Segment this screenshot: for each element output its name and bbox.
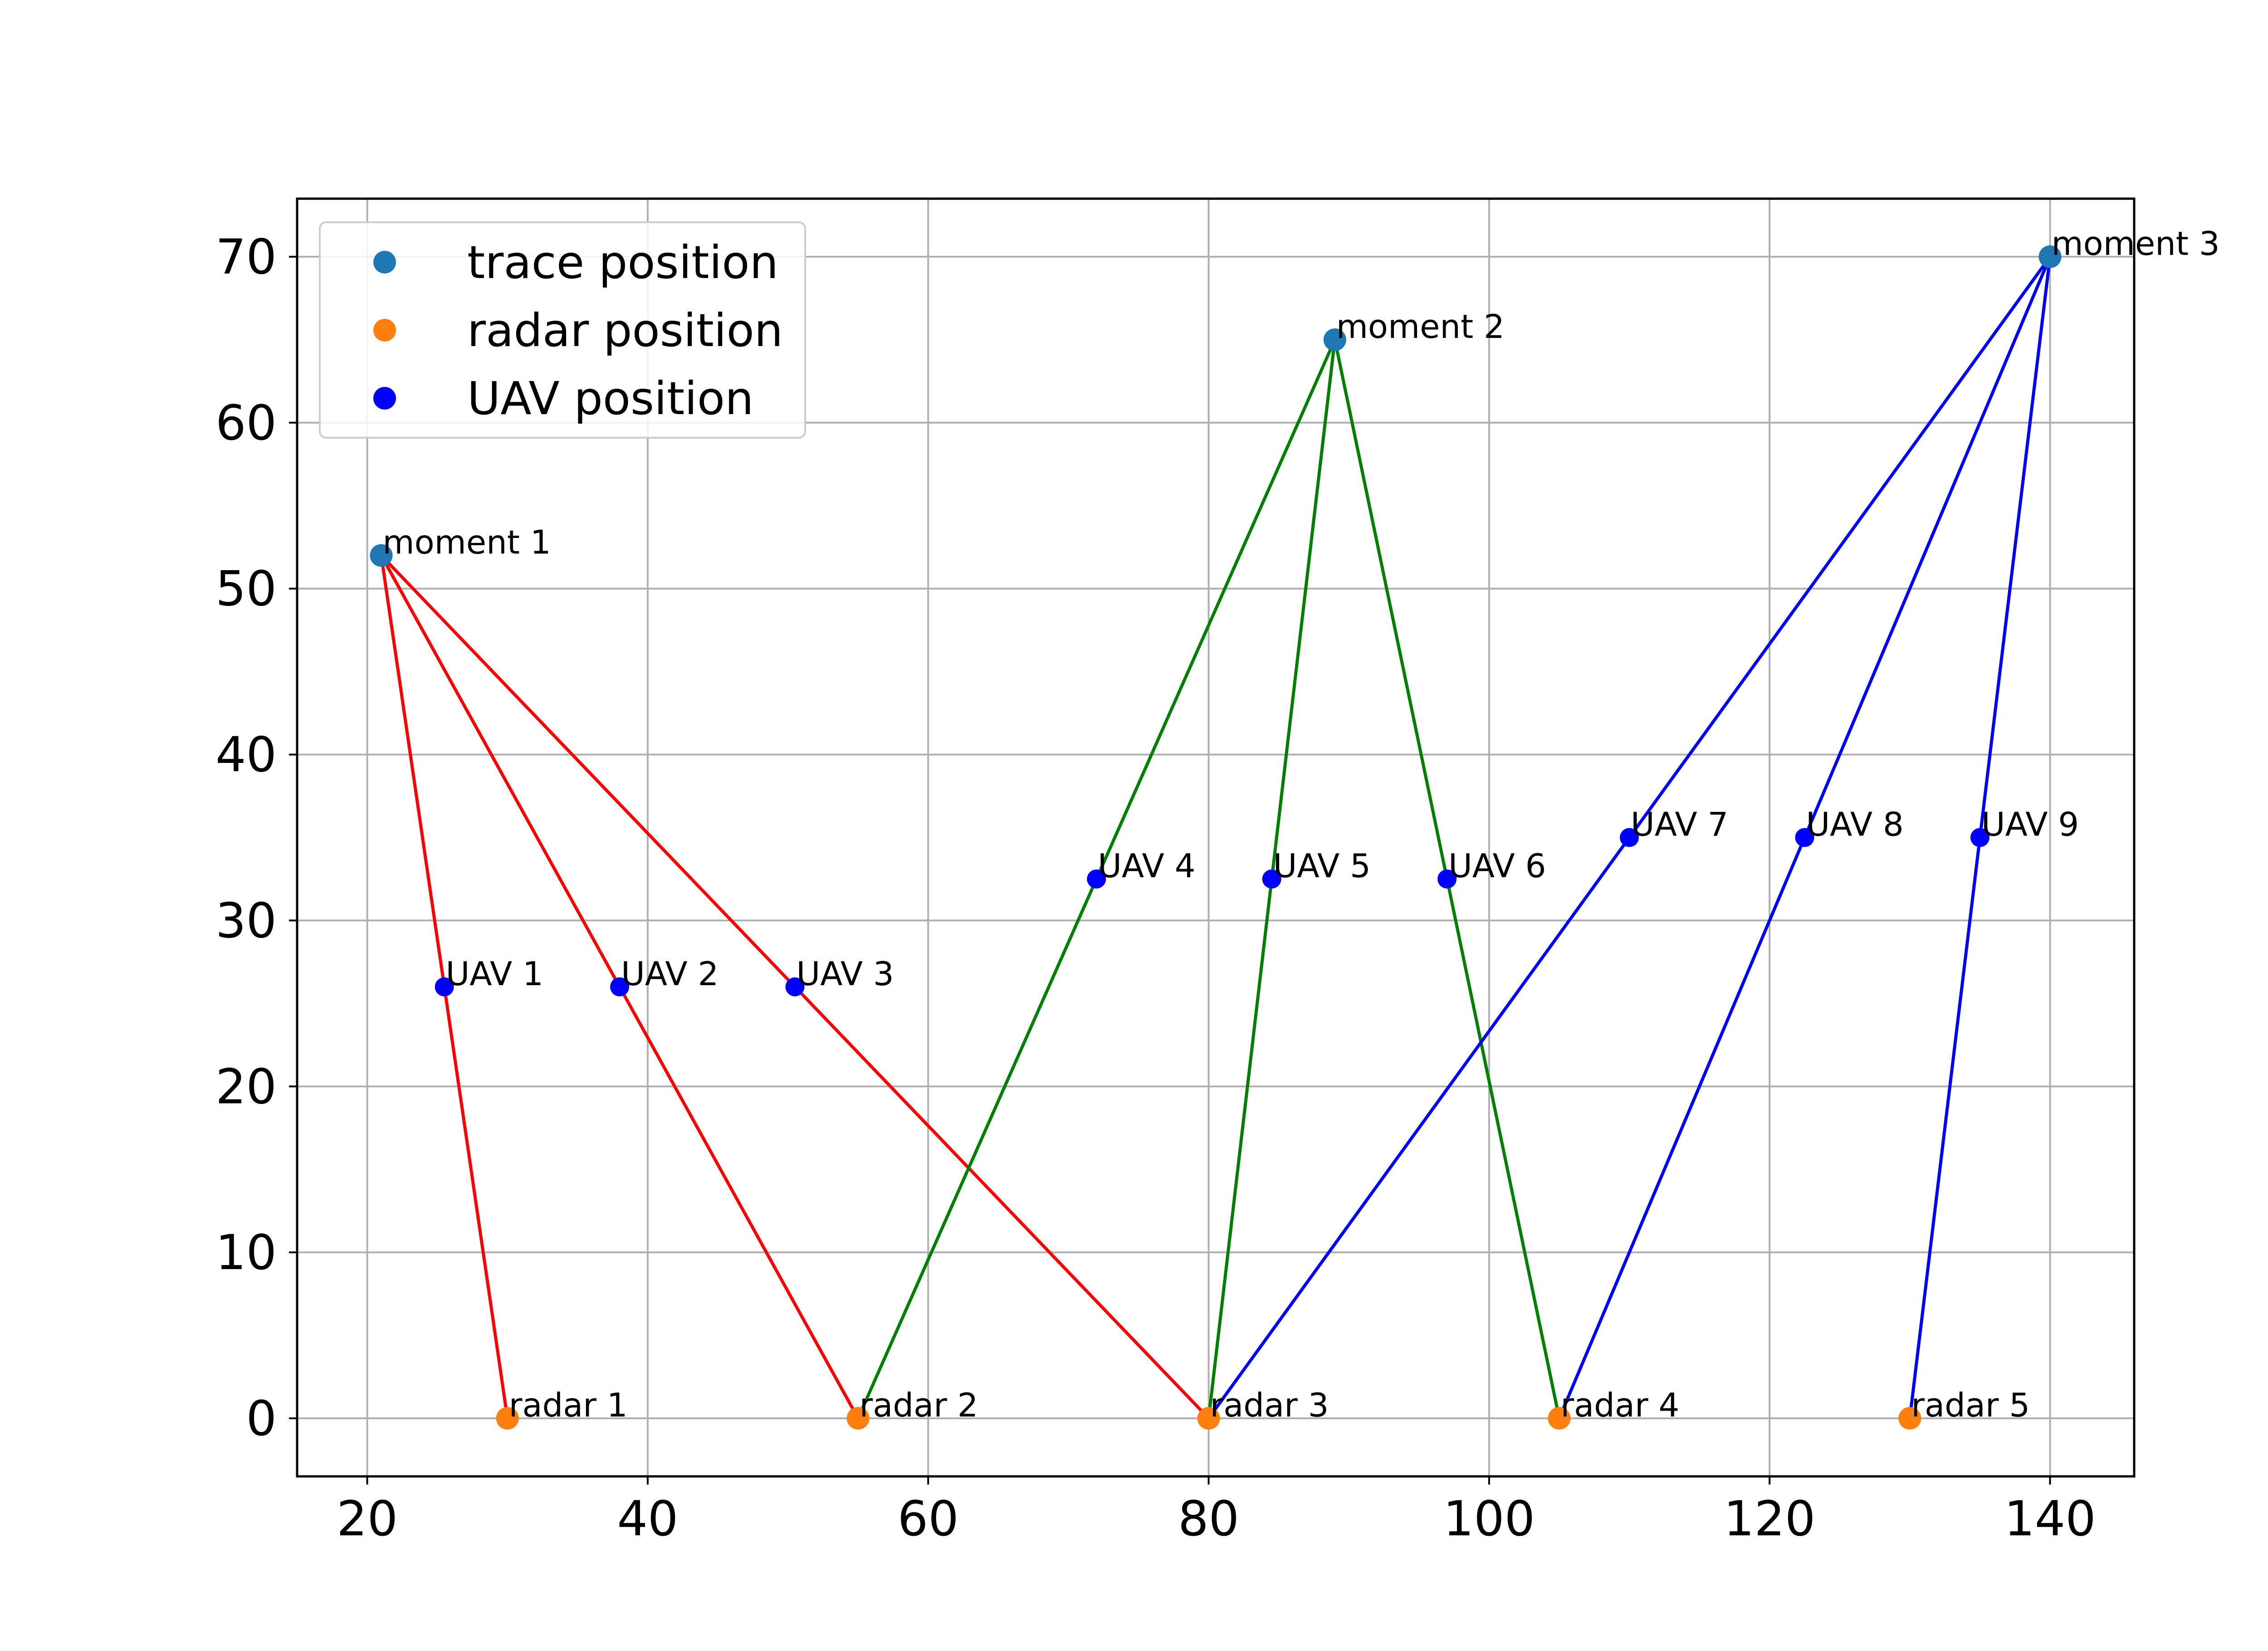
- x-tick-label: 40: [617, 1491, 678, 1547]
- uav-point: [1087, 869, 1106, 889]
- legend-label: UAV position: [467, 372, 754, 425]
- axis-ticks: 20 40 60 80 100 120 140 0 10 20 30 40 50 60 70: [215, 229, 2096, 1547]
- y-tick-label: 60: [215, 395, 277, 451]
- point-label: moment 2: [1336, 308, 1505, 346]
- uav-point: [435, 977, 454, 996]
- y-tick-label: 10: [215, 1225, 277, 1280]
- point-label: UAV 6: [1448, 847, 1546, 885]
- point-label: UAV 1: [446, 955, 543, 993]
- legend-label: trace position: [467, 236, 778, 289]
- trace-point: [1323, 328, 1346, 351]
- point-label: UAV 3: [797, 955, 894, 993]
- point-label: UAV 8: [1806, 806, 1903, 844]
- x-tick-label: 20: [337, 1491, 398, 1547]
- legend-marker: [373, 319, 396, 342]
- legend-marker: [373, 251, 396, 274]
- point-label: radar 2: [860, 1386, 978, 1424]
- radar-point: [1898, 1407, 1921, 1430]
- radar-point: [1197, 1407, 1220, 1430]
- uav-point: [785, 977, 805, 996]
- x-tick-label: 80: [1178, 1491, 1239, 1547]
- uav-point: [1437, 869, 1457, 889]
- legend-box: [319, 221, 806, 439]
- point-label: UAV 2: [621, 955, 719, 993]
- x-tick-label: 100: [1443, 1491, 1535, 1547]
- point-label: UAV 4: [1098, 847, 1195, 885]
- data-points: [370, 245, 2062, 1430]
- plot-frame: [296, 197, 2136, 1478]
- y-tick-label: 0: [246, 1391, 277, 1446]
- uav-point: [1620, 828, 1639, 847]
- y-tick-label: 50: [215, 561, 277, 617]
- x-tick-label: 120: [1724, 1491, 1815, 1547]
- x-tick-label: 140: [2004, 1491, 2096, 1547]
- point-label: radar 4: [1560, 1386, 1679, 1424]
- radar-point: [496, 1407, 519, 1430]
- point-label: moment 1: [382, 523, 551, 562]
- uav-point: [610, 977, 630, 996]
- point-label: UAV 9: [1981, 806, 2079, 844]
- trace-point: [370, 544, 393, 567]
- y-tick-label: 40: [215, 727, 277, 783]
- point-label: radar 5: [1911, 1386, 2030, 1424]
- uav-point: [1970, 828, 1989, 847]
- x-tick-label: 60: [898, 1491, 959, 1547]
- y-tick-label: 20: [215, 1059, 277, 1114]
- radar-point: [846, 1407, 870, 1430]
- y-tick-label: 70: [215, 229, 277, 285]
- legend-marker: [373, 387, 396, 410]
- y-tick-label: 30: [215, 893, 277, 948]
- uav-point: [1795, 828, 1814, 847]
- point-labels: moment 1 moment 2 moment 3 radar 1 radar 2 ra…: [382, 225, 2219, 1424]
- point-label: UAV 5: [1273, 847, 1371, 885]
- point-label: moment 3: [2052, 225, 2220, 263]
- uav-point: [1262, 869, 1281, 889]
- grid: [297, 199, 2134, 1476]
- legend: trace position radar position UAV position: [319, 221, 806, 439]
- point-label: UAV 7: [1631, 806, 1728, 844]
- point-label: radar 3: [1210, 1386, 1329, 1424]
- trace-point: [2038, 245, 2062, 269]
- radar-point: [1548, 1407, 1571, 1430]
- point-label: radar 1: [509, 1386, 628, 1424]
- legend-label: radar position: [467, 304, 783, 357]
